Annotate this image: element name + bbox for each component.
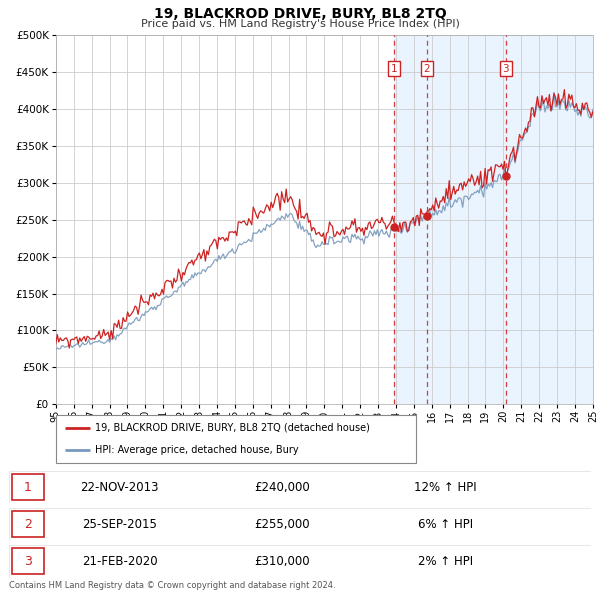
Text: £240,000: £240,000 [254, 480, 310, 494]
Text: 1: 1 [24, 480, 32, 494]
FancyBboxPatch shape [9, 471, 591, 503]
FancyBboxPatch shape [9, 508, 591, 540]
Text: 2: 2 [424, 64, 430, 74]
Bar [394, 35, 593, 404]
Text: Contains HM Land Registry data © Crown copyright and database right 2024.
This d: Contains HM Land Registry data © Crown c… [9, 581, 335, 590]
Text: 21-FEB-2020: 21-FEB-2020 [82, 555, 157, 568]
Text: £255,000: £255,000 [255, 517, 310, 531]
FancyBboxPatch shape [12, 474, 44, 500]
Text: 19, BLACKROD DRIVE, BURY, BL8 2TQ: 19, BLACKROD DRIVE, BURY, BL8 2TQ [154, 7, 446, 21]
Text: 3: 3 [502, 64, 509, 74]
Text: 1: 1 [391, 64, 397, 74]
Text: £310,000: £310,000 [255, 555, 310, 568]
Text: 3: 3 [24, 555, 32, 568]
FancyBboxPatch shape [12, 511, 44, 537]
Text: HPI: Average price, detached house, Bury: HPI: Average price, detached house, Bury [95, 445, 299, 455]
Text: Price paid vs. HM Land Registry's House Price Index (HPI): Price paid vs. HM Land Registry's House … [140, 19, 460, 29]
Text: 2: 2 [24, 517, 32, 531]
Text: 2% ↑ HPI: 2% ↑ HPI [418, 555, 473, 568]
FancyBboxPatch shape [12, 549, 44, 575]
Text: 25-SEP-2015: 25-SEP-2015 [82, 517, 157, 531]
Text: 19, BLACKROD DRIVE, BURY, BL8 2TQ (detached house): 19, BLACKROD DRIVE, BURY, BL8 2TQ (detac… [95, 423, 370, 433]
Text: 6% ↑ HPI: 6% ↑ HPI [418, 517, 473, 531]
Text: 22-NOV-2013: 22-NOV-2013 [80, 480, 159, 494]
FancyBboxPatch shape [56, 415, 416, 463]
Text: 12% ↑ HPI: 12% ↑ HPI [414, 480, 477, 494]
FancyBboxPatch shape [9, 545, 591, 578]
